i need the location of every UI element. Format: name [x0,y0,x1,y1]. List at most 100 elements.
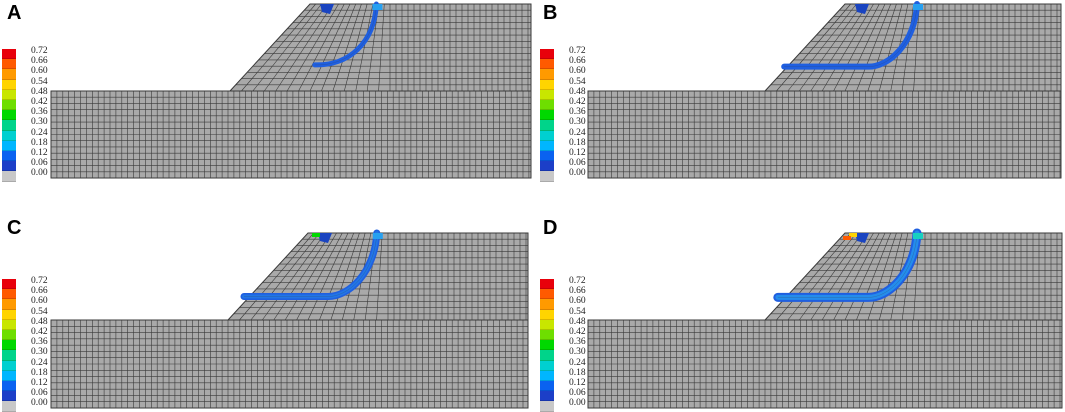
mesh-lines [588,232,1062,408]
soil-slope-mesh [50,1,532,179]
legend-label: 0.00 [569,398,586,409]
legend-label: 0.72 [31,46,48,56]
legend-swatch [2,340,16,351]
legend-swatch [540,69,554,80]
legend-label: 0.60 [31,66,48,77]
crest-plastic-zone [855,4,869,14]
legend-swatch [2,319,16,330]
legend-swatch [540,289,554,300]
legend-swatch [540,100,554,111]
legend-label: 0.06 [569,388,586,399]
mesh-diagram-b [587,1,1062,179]
legend-label: 0.54 [569,306,586,317]
legend-label: 0.48 [31,316,48,327]
crest-plastic-zone [312,233,332,243]
mesh-lines [588,3,1061,178]
legend-swatch [2,171,16,182]
legend-label: 0.24 [569,127,586,138]
legend-label: 0.36 [31,107,48,118]
legend-swatch [2,130,16,141]
legend-label: 0.60 [569,296,586,307]
legend-swatch [2,350,16,361]
panel-label-a: A [7,2,22,24]
legend-swatch [540,59,554,70]
legend-label: 0.24 [31,357,48,368]
legend-label: 0.12 [569,378,586,388]
legend-swatch [540,330,554,341]
legend-label: 0.06 [31,388,48,399]
legend-label: 0.48 [31,86,48,97]
shear-band [240,229,383,301]
legend-swatch [2,49,16,60]
legend-swatch [540,120,554,131]
legend-label: 0.72 [569,276,586,286]
legend-label: 0.06 [569,158,586,169]
legend-label: 0.12 [569,148,586,158]
legend-label: 0.30 [569,347,586,358]
panel-label-b: B [543,2,558,24]
mesh-diagram-c [50,229,529,409]
legend-swatch [540,309,554,320]
legend-swatch [540,89,554,100]
mesh-lines [51,232,528,408]
legend-label: 0.48 [569,86,586,97]
legend-label: 0.66 [31,56,48,67]
legend-swatch [540,161,554,172]
legend-label: 0.36 [569,337,586,348]
legend-swatch [2,391,16,402]
legend-swatch [2,151,16,162]
legend-swatch [2,69,16,80]
legend-label: 0.72 [569,46,586,56]
legend-label: 0.00 [569,168,586,179]
legend-swatch [540,140,554,151]
mesh-lines [51,3,531,178]
legend-swatch [2,110,16,121]
legend-swatch [540,49,554,60]
soil-slope-mesh [587,228,1063,409]
legend-label: 0.60 [569,66,586,77]
panel-label-c: C [7,217,22,239]
legend-swatch [540,401,554,412]
panel-label-d: D [543,217,558,239]
legend-swatch [540,360,554,371]
legend-label: 0.54 [31,76,48,87]
legend-label: 0.18 [31,367,48,378]
legend-label: 0.42 [31,97,48,107]
legend-swatch [2,140,16,151]
legend-label: 0.48 [569,316,586,327]
legend-label: 0.54 [31,306,48,317]
legend-label: 0.72 [31,276,48,286]
legend-label: 0.42 [569,327,586,337]
legend-label: 0.66 [569,56,586,67]
legend-swatch [2,309,16,320]
legend-swatch [2,59,16,70]
legend-swatch [2,401,16,412]
legend-swatch [2,100,16,111]
legend-swatch [540,381,554,392]
legend-label: 0.60 [31,296,48,307]
mesh-diagram-a [50,1,532,179]
legend-swatch [2,381,16,392]
legend-swatch [540,110,554,121]
soil-slope-mesh [587,1,1062,179]
legend-label: 0.66 [31,286,48,297]
shear-band [781,1,923,70]
legend-swatch [2,89,16,100]
legend-swatch [2,279,16,290]
legend-label: 0.54 [569,76,586,87]
legend-swatch [540,171,554,182]
legend-swatch [2,330,16,341]
legend-label: 0.24 [31,127,48,138]
legend-label: 0.66 [569,286,586,297]
legend-swatch [540,79,554,90]
legend-swatch [540,299,554,310]
legend-label: 0.12 [31,148,48,158]
legend-swatch [540,319,554,330]
legend-swatch [540,350,554,361]
legend-label: 0.18 [31,137,48,148]
legend-swatch [2,161,16,172]
legend-swatch [540,391,554,402]
legend-label: 0.42 [31,327,48,337]
legend-swatch [2,370,16,381]
